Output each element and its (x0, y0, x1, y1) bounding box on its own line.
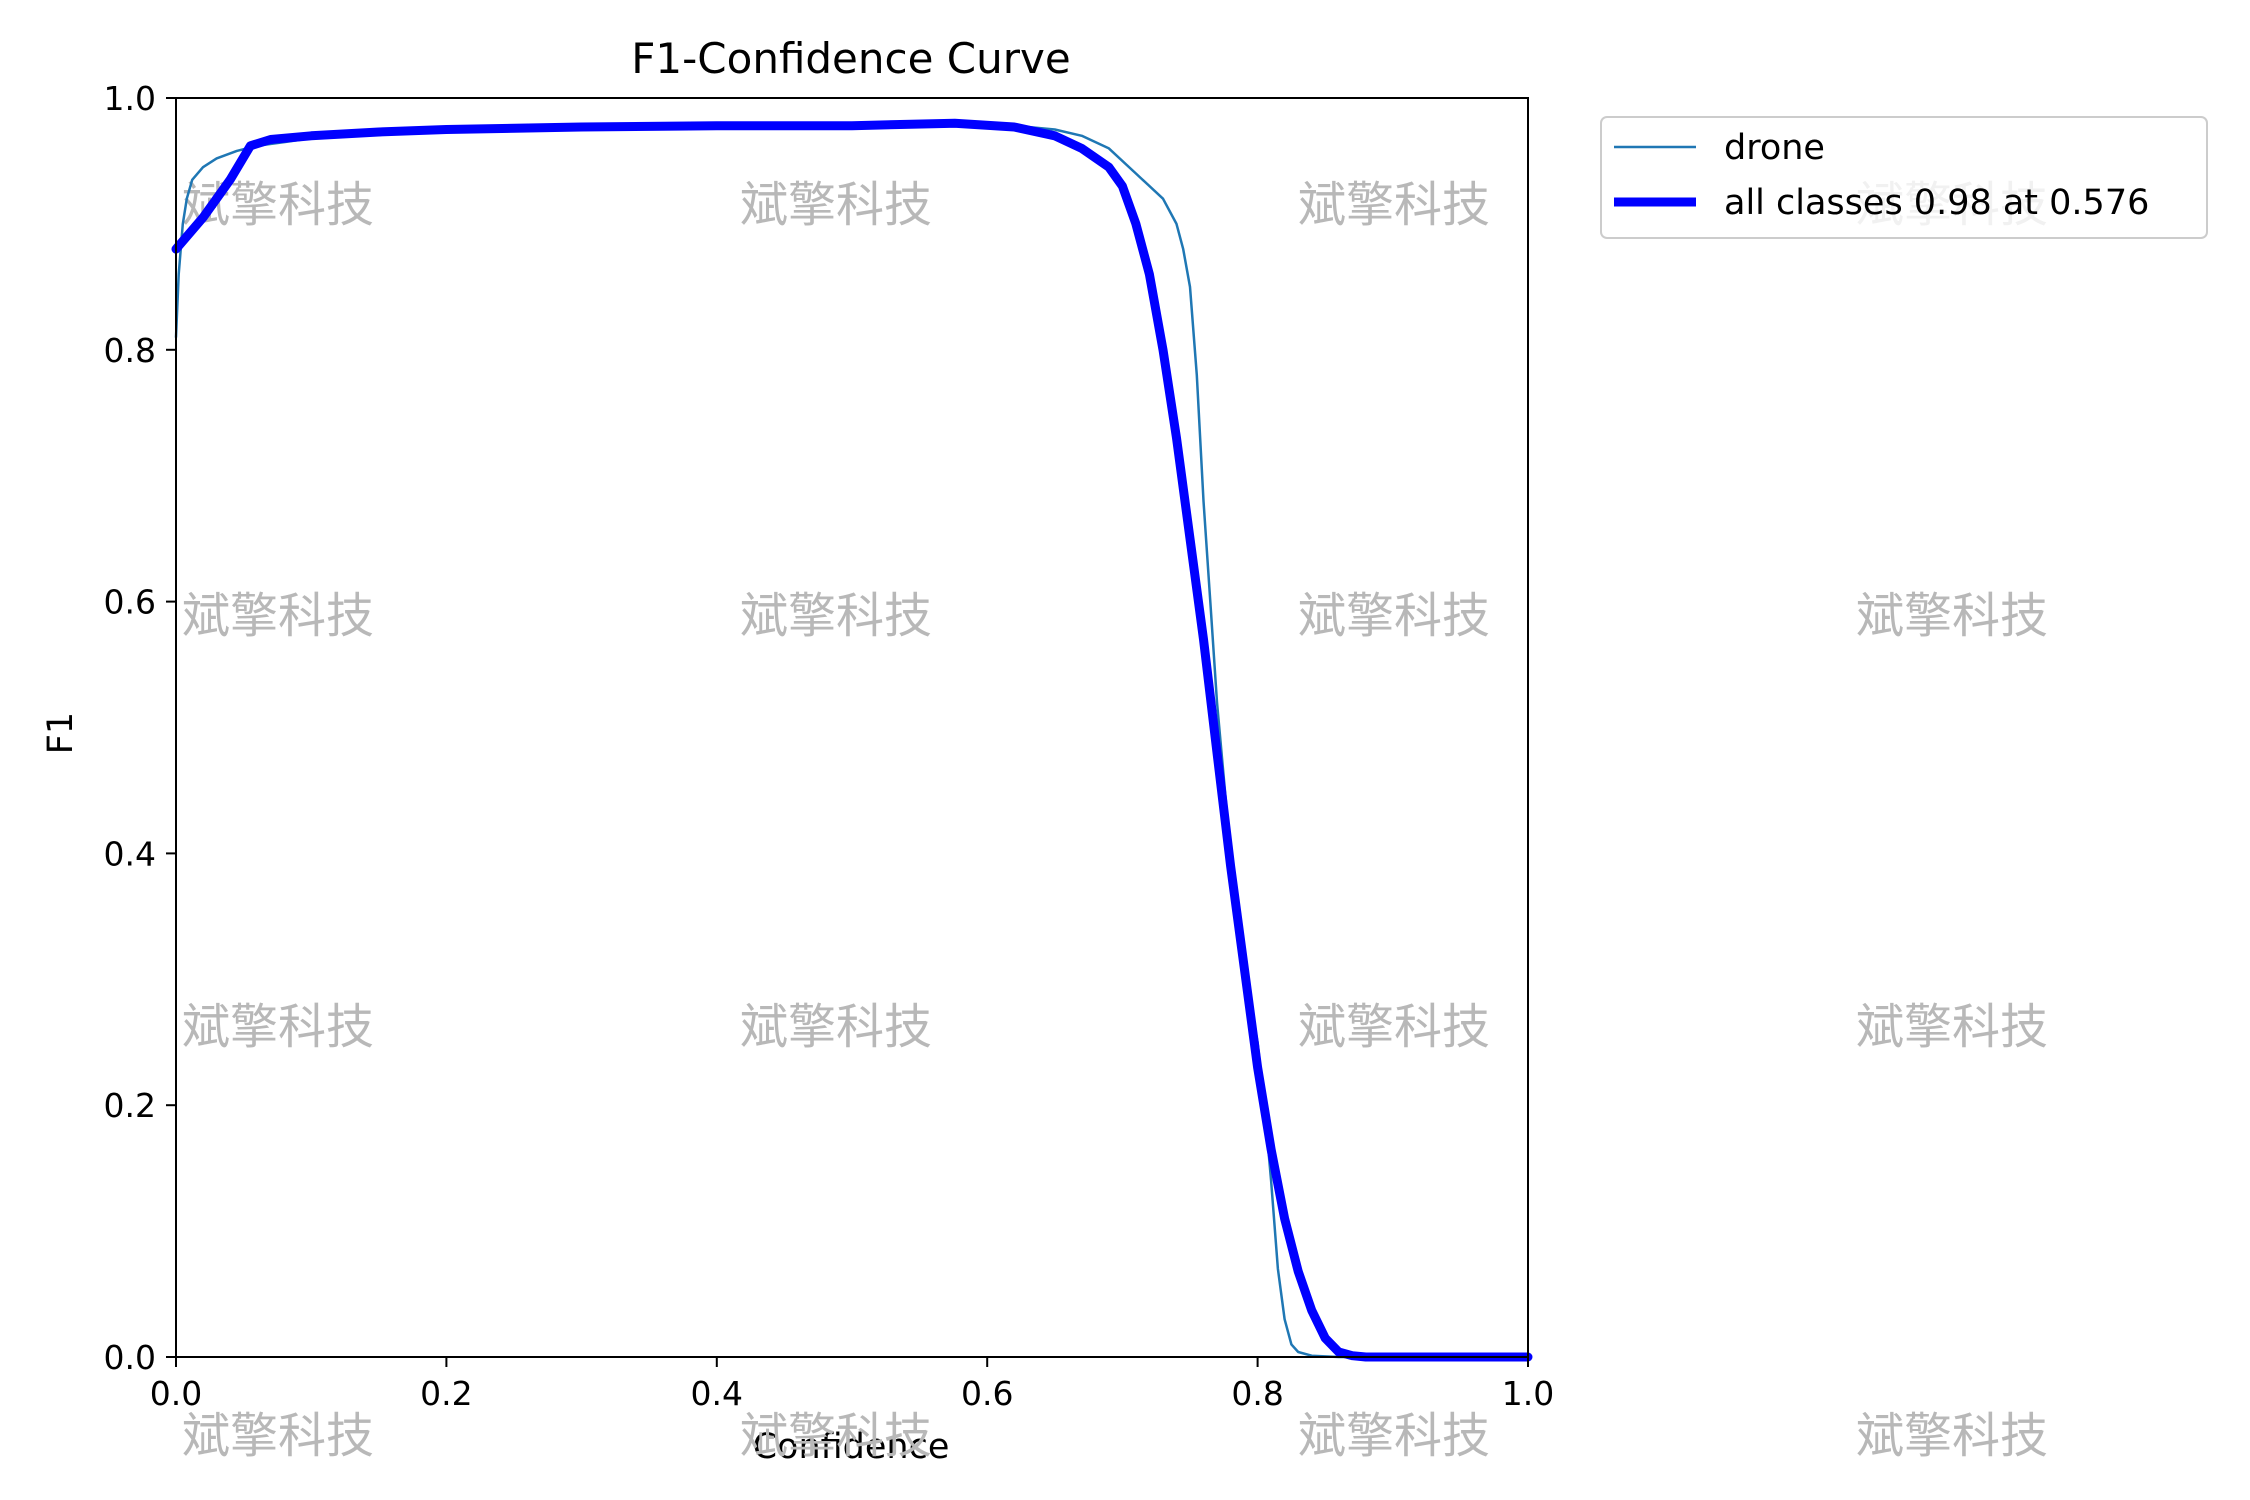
series-line-all-classes (171, 118, 1533, 1362)
watermark-text: 斌擎科技 (740, 588, 932, 644)
watermark-text: 斌擎科技 (1856, 1408, 2048, 1464)
y-tick-label: 0.0 (104, 1338, 156, 1377)
x-tick-label: 0.4 (691, 1374, 743, 1413)
x-tick-label: 0.6 (961, 1374, 1013, 1413)
watermark-text: 斌擎科技 (740, 177, 932, 233)
y-tick-label: 0.4 (104, 834, 156, 873)
x-axis-label: Confidence (753, 1427, 950, 1467)
y-tick-label: 1.0 (104, 79, 156, 118)
y-tick-label: 0.6 (104, 583, 156, 622)
watermark-text: 斌擎科技 (1298, 1408, 1490, 1464)
x-tick-label: 0.2 (420, 1374, 472, 1413)
watermark-text: 斌擎科技 (1856, 588, 2048, 644)
y-tick-label: 0.8 (104, 331, 156, 370)
watermark-text: 斌擎科技 (740, 999, 932, 1055)
legend-label-all-classes: all classes 0.98 at 0.576 (1724, 183, 2149, 223)
watermark-text: 斌擎科技 (1856, 999, 2048, 1055)
watermark-text: 斌擎科技 (740, 1408, 932, 1464)
y-axis-label: F1 (41, 712, 81, 754)
tick-layer: 0.0 0.2 0.4 0.6 0.8 1.0 0.0 0.2 0.4 0.6 0.8 1.0 (104, 79, 1555, 1413)
watermark-text: 斌擎科技 (1298, 588, 1490, 644)
watermark-text: 斌擎科技 (182, 588, 374, 644)
watermark-text: 斌擎科技 (1298, 177, 1490, 233)
watermark-text: 斌擎科技 (1298, 999, 1490, 1055)
series-layer (171, 118, 1533, 1362)
watermark-text: 斌擎科技 (182, 999, 374, 1055)
x-tick-label: 1.0 (1502, 1374, 1554, 1413)
series-line-drone (174, 121, 1530, 1359)
plot-frame (175, 97, 1529, 1358)
y-tick-label: 0.2 (104, 1086, 156, 1125)
legend-box (1600, 116, 2208, 239)
watermark-text: 斌擎科技 (182, 1408, 374, 1464)
legend-label-drone: drone (1724, 128, 1825, 168)
x-tick-label: 0.0 (150, 1374, 202, 1413)
chart-title: F1-Confidence Curve (631, 34, 1070, 83)
legend: drone all classes 0.98 at 0.576 (1600, 116, 2208, 239)
x-tick-label: 0.8 (1231, 1374, 1283, 1413)
